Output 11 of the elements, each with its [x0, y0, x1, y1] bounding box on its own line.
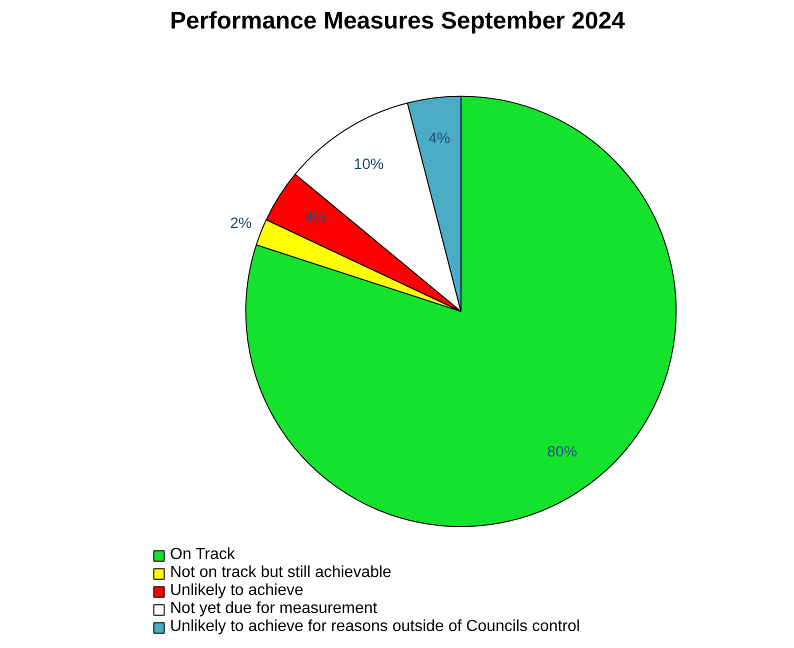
data-label: 4% [304, 210, 326, 227]
data-label: 80% [547, 444, 578, 461]
legend-label: Unlikely to achieve for reasons outside of Councils control [170, 618, 580, 636]
legend-label: On Track [170, 546, 235, 564]
data-label: 4% [428, 130, 450, 148]
chart-title: Performance Measures September 2024 [170, 8, 626, 34]
legend-label: Not on track but still achievable [170, 564, 392, 582]
data-label: 10% [354, 156, 384, 173]
legend-label: Not yet due for measurement [170, 600, 378, 618]
legend-label: Unlikely to achieve [170, 582, 304, 600]
data-label: 2% [230, 214, 252, 232]
